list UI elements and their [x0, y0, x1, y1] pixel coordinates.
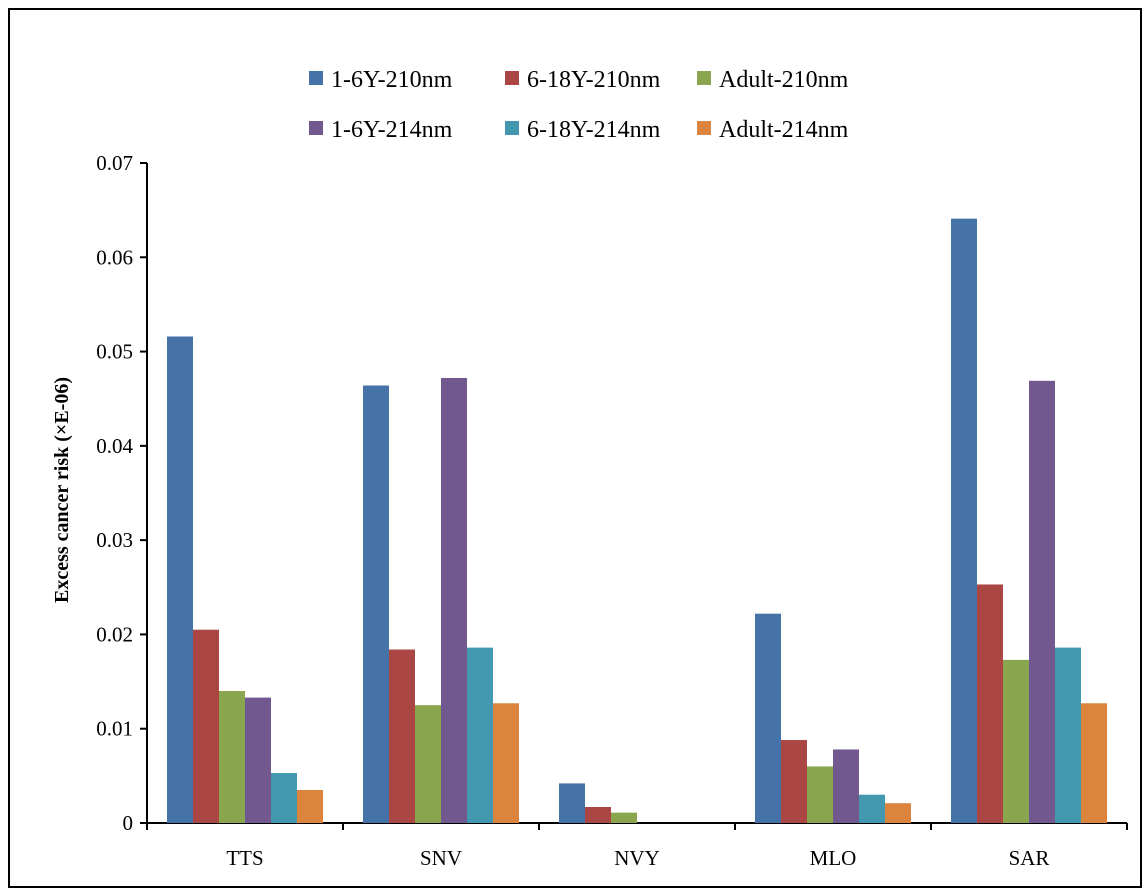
- legend-label: 1-6Y-210nm: [331, 67, 453, 93]
- bar: [1055, 647, 1081, 823]
- y-tick-label: 0.03: [96, 528, 133, 552]
- bar: [885, 803, 911, 823]
- legend-label: 6-18Y-214nm: [527, 117, 661, 143]
- bar: [585, 806, 611, 823]
- bar: [167, 336, 193, 823]
- x-axis: TTS SNV NVY MLO SAR: [146, 822, 1128, 870]
- bar: [755, 613, 781, 823]
- y-tick-label: 0.07: [96, 151, 133, 175]
- bar: [467, 647, 493, 823]
- y-axis: 0 0.01 0.02 0.03 0.04 0.05 0.06 0.07: [96, 151, 148, 835]
- bar: [193, 629, 219, 823]
- bar: [951, 218, 977, 824]
- x-tick-label: MLO: [810, 846, 857, 870]
- bar: [271, 773, 297, 823]
- legend-swatch: [697, 121, 711, 135]
- x-tick-label: SAR: [1009, 846, 1050, 870]
- bar: [1003, 659, 1029, 823]
- bars: [167, 218, 1107, 824]
- bar: [1029, 380, 1055, 823]
- bar: [415, 705, 441, 823]
- y-tick-label: 0.04: [96, 434, 133, 458]
- bar: [1081, 703, 1107, 823]
- legend-swatch: [505, 121, 519, 135]
- x-tick-label: SNV: [420, 846, 462, 870]
- bar: [859, 794, 885, 823]
- legend-label: 1-6Y-214nm: [331, 117, 453, 143]
- legend-swatch: [309, 121, 323, 135]
- bar: [441, 377, 467, 823]
- bar: [977, 584, 1003, 823]
- y-axis-title: Excess cancer risk (×E-06): [51, 377, 73, 603]
- bar: [297, 790, 323, 823]
- bar: [833, 749, 859, 823]
- bar: [611, 812, 637, 823]
- bar: [389, 649, 415, 823]
- legend-swatch: [505, 71, 519, 85]
- x-tick-label: NVY: [614, 846, 660, 870]
- x-tick-label: TTS: [226, 846, 263, 870]
- bar: [219, 691, 245, 823]
- bar: [807, 766, 833, 823]
- bar: [781, 740, 807, 823]
- legend-label: 6-18Y-210nm: [527, 67, 661, 93]
- legend-label: Adult-214nm: [719, 117, 849, 143]
- y-tick-label: 0.02: [96, 622, 133, 646]
- legend-swatch: [697, 71, 711, 85]
- y-tick-label: 0.05: [96, 340, 133, 364]
- legend-swatch: [309, 71, 323, 85]
- bar: [245, 697, 271, 823]
- bar: [493, 703, 519, 823]
- y-tick-label: 0.06: [96, 245, 133, 269]
- bar: [559, 783, 585, 823]
- bar: [363, 385, 389, 823]
- legend: 1-6Y-210nm 6-18Y-210nm Adult-210nm 1-6Y-214…: [309, 67, 849, 143]
- legend-label: Adult-210nm: [719, 67, 849, 93]
- y-tick-label: 0: [123, 811, 134, 835]
- y-tick-label: 0.01: [96, 717, 133, 741]
